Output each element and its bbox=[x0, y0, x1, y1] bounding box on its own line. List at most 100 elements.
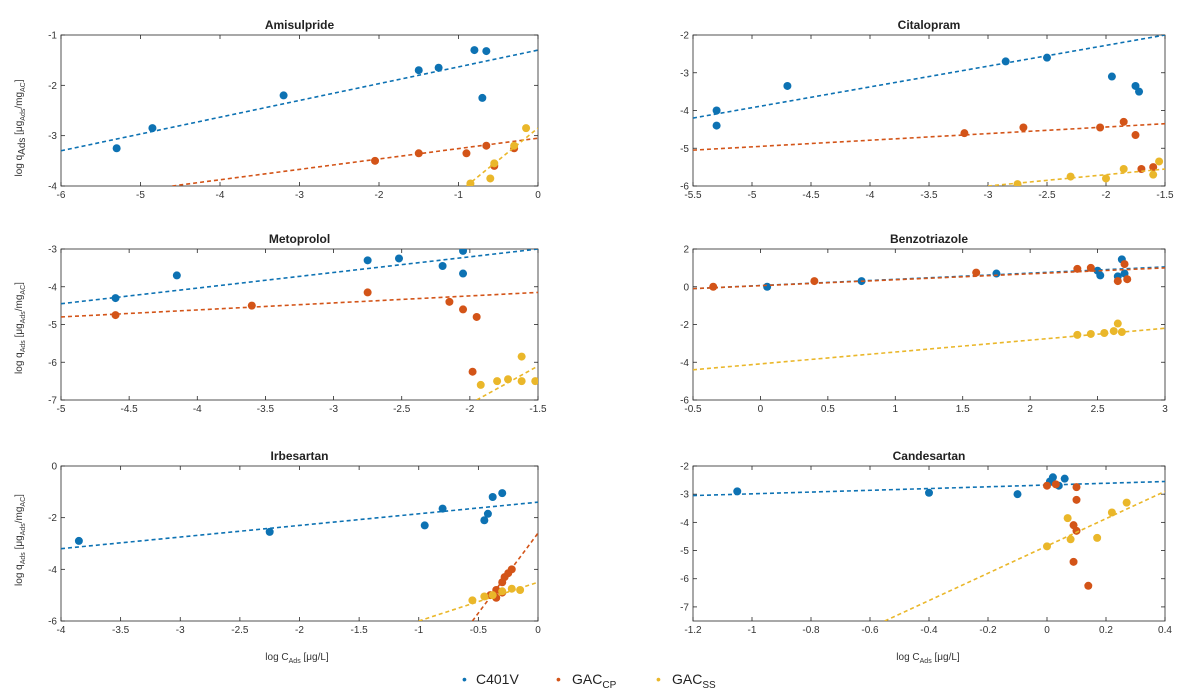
legend: • C401V • GACCP • GACSS bbox=[462, 671, 716, 691]
subplot-grid: Amisulpride -6 -5 -4 -3 -2 -1 0 -4 -3 -2 -1 Citalopr… bbox=[48, 18, 1174, 636]
fit-line-gac-cp bbox=[172, 137, 538, 186]
subplot-irbesartan: Irbesartan-4 -3.5 -3 -2.5 -2 -1.5 -1 -0.5 0-6-4-… bbox=[48, 449, 541, 636]
point-gac-cp bbox=[459, 305, 468, 314]
plot-area bbox=[693, 473, 1165, 621]
point-c401v bbox=[459, 249, 468, 255]
svg-text:log qAds [μgAds/mgAC]: log qAds [μgAds/mgAC] bbox=[14, 282, 27, 374]
point-c401v bbox=[1013, 490, 1022, 499]
y-tick-label: -5 bbox=[680, 144, 689, 155]
point-c401v bbox=[1096, 271, 1105, 280]
x-tick-label: -2.5 bbox=[1038, 190, 1056, 201]
ylabel-middle: log qAds [μgAds/mgAC] bbox=[14, 282, 27, 374]
ylabel-top: log qAds [μgAds/mgAC] bbox=[14, 79, 28, 176]
point-gac-cp bbox=[1123, 275, 1132, 284]
svg-text:log qAds [μgAds/mgAC]: log qAds [μgAds/mgAC] bbox=[14, 494, 27, 586]
x-tick-label: 2.5 bbox=[1091, 404, 1105, 415]
y-tick-label: -5 bbox=[680, 546, 689, 557]
x-tick-label: -1.2 bbox=[684, 625, 702, 636]
point-gac-ss bbox=[468, 596, 477, 605]
plot-area bbox=[61, 489, 538, 621]
point-gac-ss bbox=[1117, 328, 1126, 337]
x-tick-label: -4.5 bbox=[802, 190, 820, 201]
plot-frame bbox=[692, 34, 1166, 187]
point-gac-cp bbox=[1084, 581, 1093, 590]
point-c401v bbox=[480, 516, 489, 525]
y-tick-label: -4 bbox=[680, 106, 689, 117]
legend-item-gac-ss: • GACSS bbox=[656, 671, 716, 691]
point-gac-cp bbox=[960, 129, 969, 138]
point-gac-cp bbox=[1072, 526, 1081, 535]
y-tick-label: -4 bbox=[48, 565, 57, 576]
x-tick-label: -4 bbox=[216, 190, 225, 201]
point-gac-ss bbox=[1109, 327, 1118, 336]
legend-marker-gac-ss: • bbox=[656, 671, 661, 687]
point-gac-ss bbox=[1086, 329, 1095, 338]
x-tick-label: -5 bbox=[57, 404, 66, 415]
fit-line-gac-cp bbox=[61, 291, 538, 318]
point-gac-cp bbox=[1072, 495, 1081, 504]
x-tick-label: 0.4 bbox=[1158, 625, 1172, 636]
legend-item-c401v: • C401V bbox=[462, 671, 519, 687]
point-gac-cp bbox=[1072, 483, 1081, 492]
y-tick-label: 0 bbox=[683, 282, 689, 293]
xlabel-left: log CAds [μg/L] bbox=[265, 652, 329, 665]
x-tick-label: -1.5 bbox=[1156, 190, 1174, 201]
x-tick-label: 0 bbox=[535, 190, 541, 201]
point-c401v bbox=[394, 254, 403, 263]
fit-line-c401v bbox=[693, 35, 1165, 119]
point-gac-ss bbox=[1066, 535, 1075, 544]
x-tick-label: -1.5 bbox=[529, 404, 547, 415]
x-tick-label: -2 bbox=[465, 404, 474, 415]
x-tick-label: -6 bbox=[57, 190, 66, 201]
point-c401v bbox=[74, 536, 83, 545]
y-tick-label: -1 bbox=[48, 31, 57, 42]
y-tick-label: -4 bbox=[680, 358, 689, 369]
point-gac-ss bbox=[480, 592, 489, 601]
point-gac-cp bbox=[709, 282, 718, 291]
y-tick-label: -4 bbox=[48, 282, 57, 293]
x-tick-label: -0.2 bbox=[979, 625, 997, 636]
x-tick-label: 0.2 bbox=[1099, 625, 1113, 636]
subplot-benzotriazole: Benzotriazole -0.5 0 0.5 1 1.5 2 2.5 3 -6 -4 -2 0 2 bbox=[680, 232, 1168, 415]
plot-area bbox=[61, 46, 538, 186]
point-c401v bbox=[1107, 72, 1116, 81]
y-tick-label: -6 bbox=[680, 574, 689, 585]
y-tick-label: -7 bbox=[48, 396, 57, 407]
point-c401v bbox=[434, 63, 443, 72]
point-gac-cp bbox=[1019, 123, 1028, 132]
fit-line-gac-ss bbox=[693, 327, 1165, 371]
point-gac-cp bbox=[1086, 263, 1095, 272]
plot-frame bbox=[692, 248, 1166, 401]
plot-area bbox=[693, 255, 1165, 371]
point-gac-ss bbox=[1122, 498, 1131, 507]
point-gac-ss bbox=[510, 141, 519, 150]
point-gac-cp bbox=[1069, 557, 1078, 566]
y-tick-label: -2 bbox=[680, 320, 689, 331]
fit-line-gac-cp bbox=[693, 267, 1165, 290]
point-gac-cp bbox=[462, 149, 471, 158]
x-tick-label: 0.5 bbox=[821, 404, 835, 415]
x-tick-label: -1 bbox=[454, 190, 463, 201]
x-tick-label: 1 bbox=[893, 404, 899, 415]
point-gac-ss bbox=[486, 174, 495, 183]
y-tick-label: -3 bbox=[680, 68, 689, 79]
point-gac-ss bbox=[1093, 533, 1102, 542]
x-tick-label: 0 bbox=[1044, 625, 1050, 636]
subplot-citalopram: Citalopram -5.5 -5 -4.5 -4 -3.5 -3 -2.5 -2 -1.5 -6… bbox=[680, 18, 1174, 201]
xlabel-right: log CAds [μg/L] bbox=[896, 652, 960, 665]
point-c401v bbox=[470, 46, 479, 55]
x-tick-label: -2.5 bbox=[393, 404, 411, 415]
subplot-amisulpride: Amisulpride -6 -5 -4 -3 -2 -1 0 -4 -3 -2 -1 bbox=[48, 18, 541, 201]
point-c401v bbox=[111, 294, 120, 303]
x-tick-label: -1.5 bbox=[351, 625, 369, 636]
point-gac-ss bbox=[1063, 514, 1072, 523]
x-tick-label: 3 bbox=[1162, 404, 1168, 415]
x-tick-label: 0 bbox=[535, 625, 541, 636]
x-tick-label: -3 bbox=[984, 190, 993, 201]
y-tick-label: -3 bbox=[48, 245, 57, 256]
point-gac-cp bbox=[371, 156, 380, 165]
point-gac-ss bbox=[1113, 319, 1122, 328]
x-tick-label: -4 bbox=[866, 190, 875, 201]
point-gac-cp bbox=[363, 288, 372, 297]
legend-marker-c401v: • bbox=[462, 671, 467, 687]
